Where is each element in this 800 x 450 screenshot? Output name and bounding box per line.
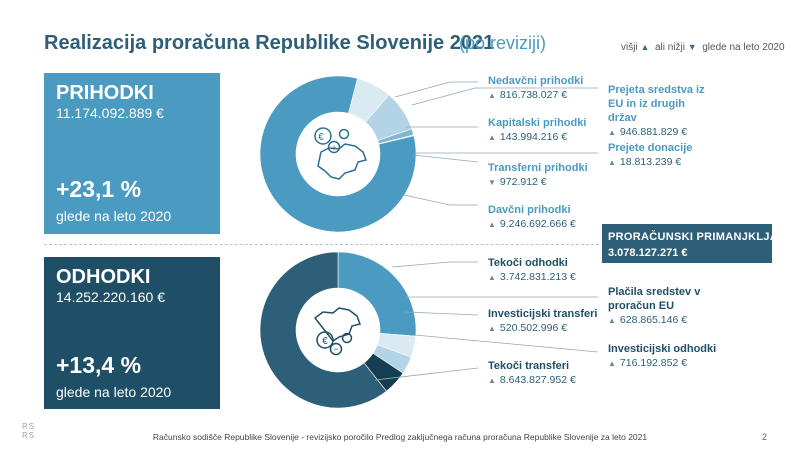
- expenditure-change-note: glede na leto 2020: [56, 384, 172, 400]
- deficit-label: PRORAČUNSKI PRIMANJKLJAJ: [608, 231, 785, 243]
- donut-hole: [296, 112, 380, 196]
- revenue-change-note: glede na leto 2020: [56, 208, 172, 224]
- up-arrow-icon: ▲: [608, 359, 616, 368]
- euro-coin: [316, 331, 334, 349]
- euro-plus-icon: [314, 127, 367, 180]
- revenue-change: +23,1 %: [56, 176, 142, 202]
- euro-minus-icon: [313, 307, 361, 356]
- court-logo: RS RS: [22, 422, 36, 440]
- leader-line: [412, 154, 479, 163]
- legend-higher-label: višji: [621, 42, 638, 53]
- label-investicijski-odhodki: Investicijski odhodki ▲ 716.192.852 €: [608, 343, 717, 369]
- up-arrow-icon: ▲: [608, 316, 616, 325]
- label-tekoci-odhodki: Tekoči odhodki ▲ 3.742.831.213 €: [488, 257, 576, 283]
- expenditure-change: +13,4 %: [56, 352, 142, 378]
- label-placila-eu: Plačila sredstev v proračun EU ▲ 628.865.…: [608, 286, 701, 326]
- euro-symbol: €: [322, 336, 328, 347]
- up-arrow-icon: ▲: [488, 376, 496, 385]
- leader-lines: [374, 81, 599, 381]
- revenue-donut: [259, 75, 417, 233]
- label-kapitalski: Kapitalski prihodki ▲ 143.994.216 €: [488, 117, 587, 143]
- small-coin: [341, 332, 353, 344]
- up-arrow-icon: ▲: [640, 42, 650, 52]
- small-coin: [338, 128, 350, 140]
- leader-line: [391, 261, 478, 268]
- footer-text: Računsko sodišče Republike Slovenije - r…: [152, 432, 648, 442]
- expenditure-title: ODHODKI: [56, 266, 151, 288]
- euro-symbol: €: [318, 132, 324, 143]
- expenditure-summary: ODHODKI 14.252.220.160 € +13,4 % glede n…: [44, 257, 220, 409]
- legend-vs-label: glede na leto 2020: [702, 42, 785, 53]
- leader-line: [374, 367, 479, 381]
- deficit-value: 3.078.127.271 €: [608, 247, 688, 259]
- deficit-box: PRORAČUNSKI PRIMANJKLJAJ 3.078.127.271 €: [602, 224, 784, 263]
- revenue-amount: 11.174.092.889 €: [56, 105, 164, 121]
- up-arrow-icon: ▲: [488, 324, 496, 333]
- up-arrow-icon: ▲: [488, 220, 496, 229]
- donut-hole: [296, 288, 380, 372]
- label-nedavcni: Nedavčni prihodki ▲ 816.738.027 €: [488, 75, 584, 101]
- label-investicijski-transferi: Investicijski transferi ▲ 520.502.996 €: [488, 308, 598, 334]
- leader-line: [411, 87, 598, 106]
- label-donacije: Prejete donacije ▲ 18.813.239 €: [608, 142, 693, 168]
- up-arrow-icon: ▲: [488, 91, 496, 100]
- page-title: Realizacija proračuna Republike Slovenij…: [44, 32, 495, 54]
- down-arrow-icon: ▼: [488, 178, 496, 187]
- euro-coin: [314, 127, 332, 145]
- label-davcni: Davčni prihodki ▲ 9.246.692.666 €: [488, 204, 576, 230]
- leader-line: [414, 334, 599, 353]
- label-transferni: Transferni prihodki ▼ 972.912 €: [488, 162, 588, 188]
- page-number: 2: [762, 432, 768, 442]
- revenue-title: PRIHODKI: [56, 82, 154, 104]
- up-arrow-icon: ▲: [488, 133, 496, 142]
- plus-coin: [327, 140, 341, 154]
- plus-symbol: +: [331, 143, 336, 153]
- minus-coin: [329, 342, 343, 356]
- expenditure-amount: 14.252.220.160 €: [56, 289, 165, 305]
- label-eu-sredstva: Prejeta sredstva iz EU in iz drugih drža…: [608, 84, 705, 138]
- leader-line: [404, 311, 479, 316]
- leader-line: [394, 81, 478, 98]
- revenue-summary: PRIHODKI 11.174.092.889 € +23,1 % glede …: [44, 73, 220, 234]
- label-tekoci-transferi: Tekoči transferi ▲ 8.643.827.952 €: [488, 360, 576, 386]
- slovenia-map-outline: [313, 307, 361, 343]
- comparison-legend: višji ▲ ali nižji ▼ glede na leto 2020: [621, 42, 785, 53]
- up-arrow-icon: ▲: [608, 158, 616, 167]
- up-arrow-icon: ▲: [608, 128, 616, 137]
- legend-lower-label: ali nižji: [654, 42, 685, 53]
- slovenia-map-outline: [317, 143, 367, 180]
- section-divider: [44, 244, 599, 245]
- expenditure-donut: [259, 251, 417, 409]
- page-subtitle: (po reviziji): [459, 33, 547, 53]
- minus-symbol: −: [333, 344, 338, 354]
- leader-line: [403, 194, 478, 206]
- down-arrow-icon: ▼: [687, 42, 697, 52]
- up-arrow-icon: ▲: [488, 273, 496, 282]
